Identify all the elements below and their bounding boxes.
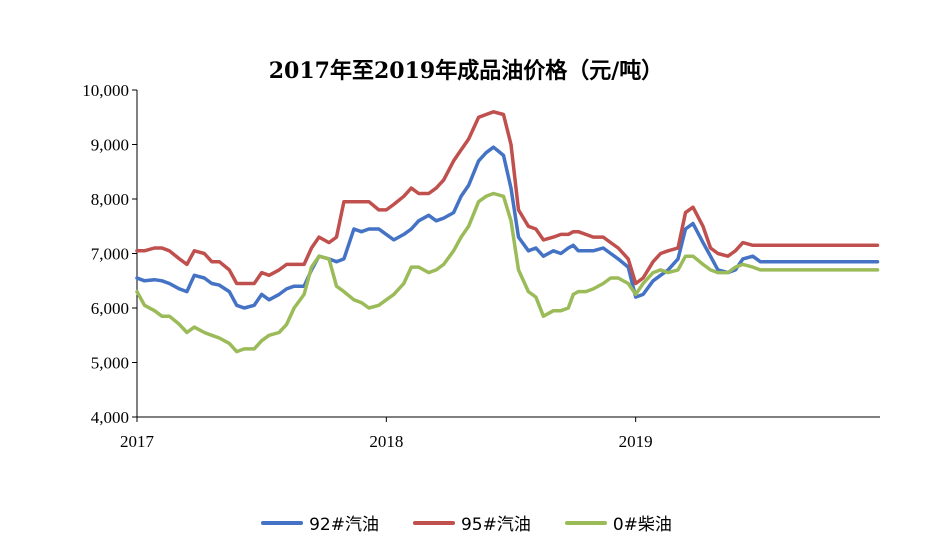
x-tick-label: 2017 — [120, 432, 155, 451]
legend-item-3: 0#柴油 — [564, 510, 672, 535]
y-tick-label: 4,000 — [91, 408, 129, 427]
y-tick-label: 8,000 — [91, 190, 129, 209]
legend-label: 95#汽油 — [460, 515, 531, 535]
x-tick-label: 2018 — [369, 432, 403, 451]
y-tick-label: 10,000 — [82, 81, 129, 100]
series-line-1 — [135, 145, 880, 310]
y-tick-label: 7,000 — [91, 245, 129, 264]
legend-swatch — [412, 520, 455, 525]
legend-label: 0#柴油 — [612, 515, 672, 535]
legend-swatch — [261, 520, 304, 525]
legend-item-2: 95#汽油 — [412, 510, 531, 535]
x-axis: 2017 2018 2019 — [120, 416, 880, 451]
y-axis: 4,000 5,000 6,000 7,000 8,000 9,000 10,000 — [82, 81, 138, 427]
series-line-2 — [135, 110, 880, 286]
series-layer — [135, 110, 880, 354]
y-tick-label: 6,000 — [91, 299, 129, 318]
legend-label: 92#汽油 — [309, 515, 379, 535]
chart-title: 2017年至2019年成品油价格（元/吨） — [269, 58, 664, 84]
y-tick-label: 9,000 — [91, 136, 129, 155]
y-tick-label: 5,000 — [91, 354, 129, 373]
series-line-3 — [135, 191, 880, 354]
chart-legend: 92#汽油 95#汽油 0#柴油 — [0, 510, 933, 535]
legend-swatch — [564, 520, 607, 525]
x-tick-label: 2019 — [619, 432, 653, 451]
legend-item-1: 92#汽油 — [261, 510, 379, 535]
line-chart: 2017年至2019年成品油价格（元/吨） 4,000 5,000 6,000 7,0… — [82, 58, 880, 451]
